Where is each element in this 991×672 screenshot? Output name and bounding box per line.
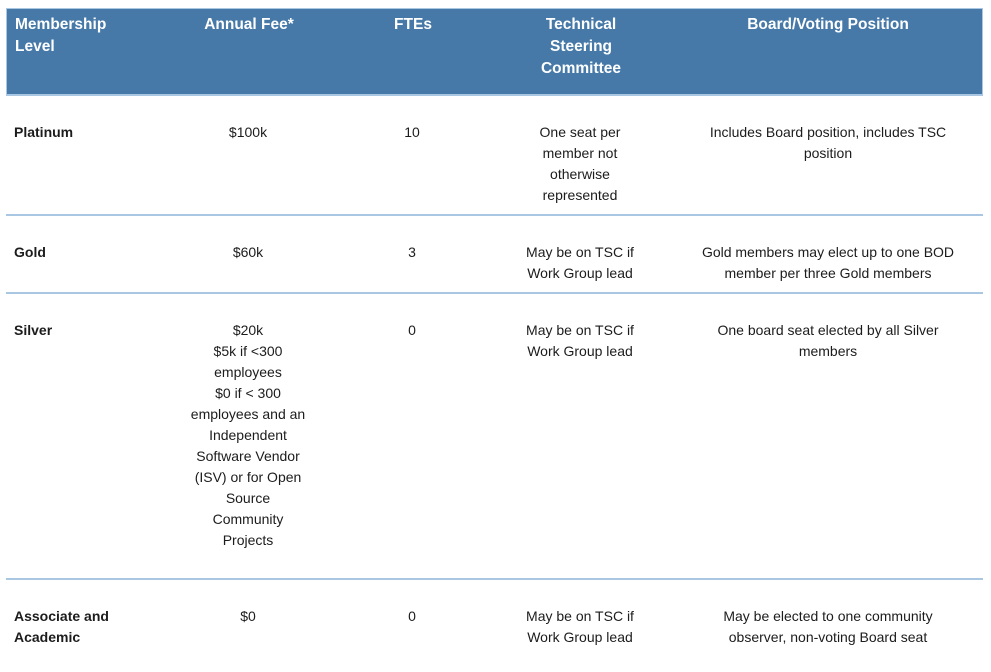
- column-header-membership-level: Membership Level: [15, 16, 107, 55]
- membership-level-cell: Associate and Academic: [14, 608, 109, 645]
- column-header-technical-steering-committee: Technical Steering Committee: [540, 16, 622, 77]
- board-position-cell: Includes Board position, includes TSC po…: [709, 124, 947, 161]
- table-row-associate-and-academic: Associate and Academic $0 0 May be on TS…: [6, 580, 983, 667]
- column-header-board-voting-position: Board/Voting Position: [747, 16, 909, 33]
- membership-levels-table: Membership Level Annual Fee* FTEs Techni…: [6, 8, 983, 667]
- column-header-ftes: FTEs: [394, 16, 432, 33]
- ftes-cell: 0: [408, 608, 416, 624]
- ftes-cell: 0: [408, 322, 416, 338]
- ftes-cell: 10: [404, 124, 420, 140]
- annual-fee-cell: $60k: [232, 244, 264, 260]
- board-position-cell: Gold members may elect up to one BOD mem…: [701, 244, 955, 281]
- column-header-annual-fee: Annual Fee*: [204, 16, 294, 33]
- tsc-cell: One seat per member not otherwise repres…: [539, 124, 621, 203]
- tsc-cell: May be on TSC if Work Group lead: [526, 244, 634, 281]
- membership-level-cell: Gold: [14, 244, 46, 260]
- table-row-platinum: Platinum $100k 10 One seat per member no…: [6, 96, 983, 214]
- board-position-cell: May be elected to one community observer…: [723, 608, 933, 645]
- annual-fee-cell: $20k $5k if <300 employees $0 if < 300 e…: [190, 322, 306, 548]
- table-row-silver: Silver $20k $5k if <300 employees $0 if …: [6, 294, 983, 578]
- table-header-row: Membership Level Annual Fee* FTEs Techni…: [6, 8, 983, 96]
- membership-level-cell: Platinum: [14, 124, 74, 140]
- annual-fee-cell: $100k: [228, 124, 268, 140]
- tsc-cell: May be on TSC if Work Group lead: [526, 608, 634, 645]
- board-position-cell: One board seat elected by all Silver mem…: [717, 322, 939, 359]
- row-divider: [6, 578, 983, 580]
- row-divider: [6, 292, 983, 294]
- annual-fee-cell: $0: [240, 608, 256, 624]
- membership-level-cell: Silver: [14, 322, 53, 338]
- table-row-gold: Gold $60k 3 May be on TSC if Work Group …: [6, 216, 983, 292]
- tsc-cell: May be on TSC if Work Group lead: [526, 322, 634, 359]
- ftes-cell: 3: [408, 244, 416, 260]
- row-divider: [6, 214, 983, 216]
